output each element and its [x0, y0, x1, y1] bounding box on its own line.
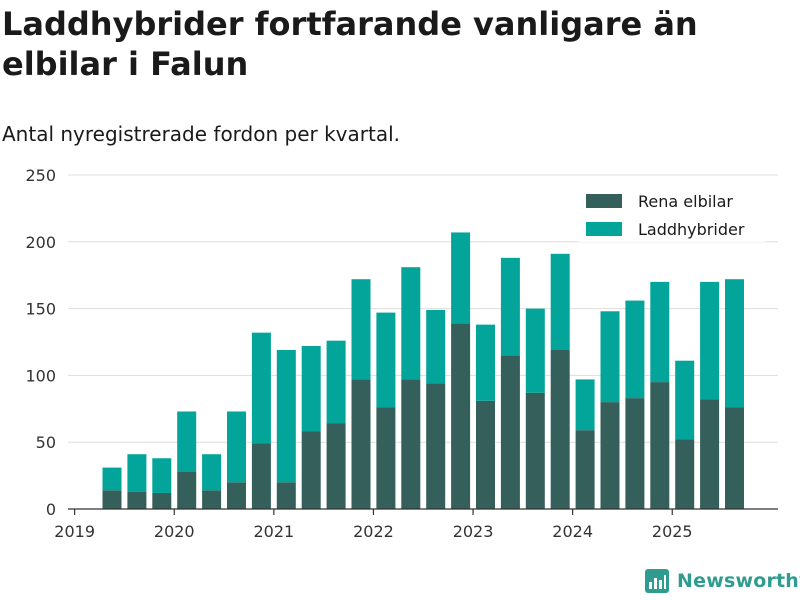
bar-laddhybrider — [625, 300, 645, 399]
bar-rena-elbilar — [102, 490, 122, 509]
y-tick-label: 0 — [46, 500, 56, 519]
legend-label-laddhybrider: Laddhybrider — [638, 220, 745, 239]
bar-rena-elbilar — [500, 355, 520, 509]
bar-laddhybrider — [102, 467, 122, 491]
bar-laddhybrider — [675, 360, 695, 440]
bar-laddhybrider — [725, 279, 744, 408]
newsworthy-logo-text: Newsworthy — [677, 570, 800, 592]
axes: 0 50 100 150 200 250 2019 2020 2021 2022 2023 2024 2… — [25, 166, 778, 541]
x-tick-label: 2024 — [552, 522, 593, 541]
bar-laddhybrider — [500, 257, 520, 356]
bar-rena-elbilar — [451, 323, 471, 509]
bar-rena-elbilar — [650, 382, 670, 509]
bar-laddhybrider — [177, 411, 197, 472]
legend-swatch-laddhybrider — [586, 222, 622, 236]
bar-laddhybrider — [326, 340, 346, 424]
y-tick-label: 100 — [25, 366, 56, 385]
y-tick-label: 200 — [25, 233, 56, 252]
bar-laddhybrider — [476, 324, 495, 401]
bar-rena-elbilar — [600, 402, 620, 509]
legend-label-rena-elbilar: Rena elbilar — [638, 192, 733, 211]
bar-rena-elbilar — [700, 399, 720, 509]
bar-laddhybrider — [152, 458, 172, 493]
bar-rena-elbilar — [675, 439, 695, 509]
bar-laddhybrider — [251, 332, 271, 444]
bar-rena-elbilar — [625, 398, 645, 509]
bar-rena-elbilar — [227, 482, 246, 509]
bars — [102, 232, 744, 509]
x-tick-label: 2022 — [353, 522, 394, 541]
bar-rena-elbilar — [326, 423, 346, 509]
bar-laddhybrider — [276, 350, 296, 483]
bar-rena-elbilar — [376, 407, 396, 509]
bar-laddhybrider — [376, 312, 396, 408]
bar-laddhybrider — [525, 308, 545, 393]
bar-laddhybrider — [700, 281, 720, 400]
x-tick-label: 2019 — [54, 522, 95, 541]
bar-laddhybrider — [301, 346, 321, 432]
bar-laddhybrider — [451, 232, 471, 324]
bar-rena-elbilar — [351, 379, 371, 509]
bar-laddhybrider — [575, 379, 595, 431]
bar-rena-elbilar — [152, 492, 172, 509]
bar-laddhybrider — [227, 411, 246, 483]
bar-rena-elbilar — [725, 407, 744, 509]
bar-rena-elbilar — [426, 383, 446, 509]
bar-rena-elbilar — [401, 379, 421, 509]
x-tick-label: 2020 — [154, 522, 195, 541]
bar-rena-elbilar — [525, 392, 545, 509]
bar-laddhybrider — [351, 279, 371, 380]
bar-rena-elbilar — [276, 482, 296, 509]
legend-swatch-rena-elbilar — [586, 194, 622, 208]
bar-laddhybrider — [600, 311, 620, 403]
newsworthy-logo-icon — [645, 569, 669, 593]
bar-rena-elbilar — [550, 350, 570, 509]
legend: Rena elbilar Laddhybrider — [578, 187, 766, 242]
bar-rena-elbilar — [202, 490, 222, 509]
bar-laddhybrider — [127, 454, 147, 492]
bar-rena-elbilar — [575, 430, 595, 509]
newsworthy-logo: Newsworthy — [645, 569, 800, 593]
bar-laddhybrider — [401, 267, 421, 380]
bar-rena-elbilar — [476, 400, 495, 509]
bar-rena-elbilar — [177, 471, 197, 509]
bar-laddhybrider — [650, 281, 670, 383]
bar-rena-elbilar — [127, 491, 147, 509]
bar-rena-elbilar — [251, 443, 271, 509]
x-tick-label: 2023 — [453, 522, 494, 541]
bar-laddhybrider — [550, 253, 570, 351]
bar-laddhybrider — [426, 309, 446, 384]
y-tick-label: 250 — [25, 166, 56, 185]
y-tick-label: 50 — [36, 433, 56, 452]
x-tick-label: 2021 — [253, 522, 294, 541]
x-tick-label: 2025 — [652, 522, 693, 541]
bar-rena-elbilar — [301, 431, 321, 509]
chart-title: Laddhybrider fortfarande vanligare än el… — [2, 5, 698, 83]
y-tick-label: 150 — [25, 300, 56, 319]
bar-laddhybrider — [202, 454, 222, 491]
chart-subtitle: Antal nyregistrerade fordon per kvartal. — [2, 122, 401, 146]
